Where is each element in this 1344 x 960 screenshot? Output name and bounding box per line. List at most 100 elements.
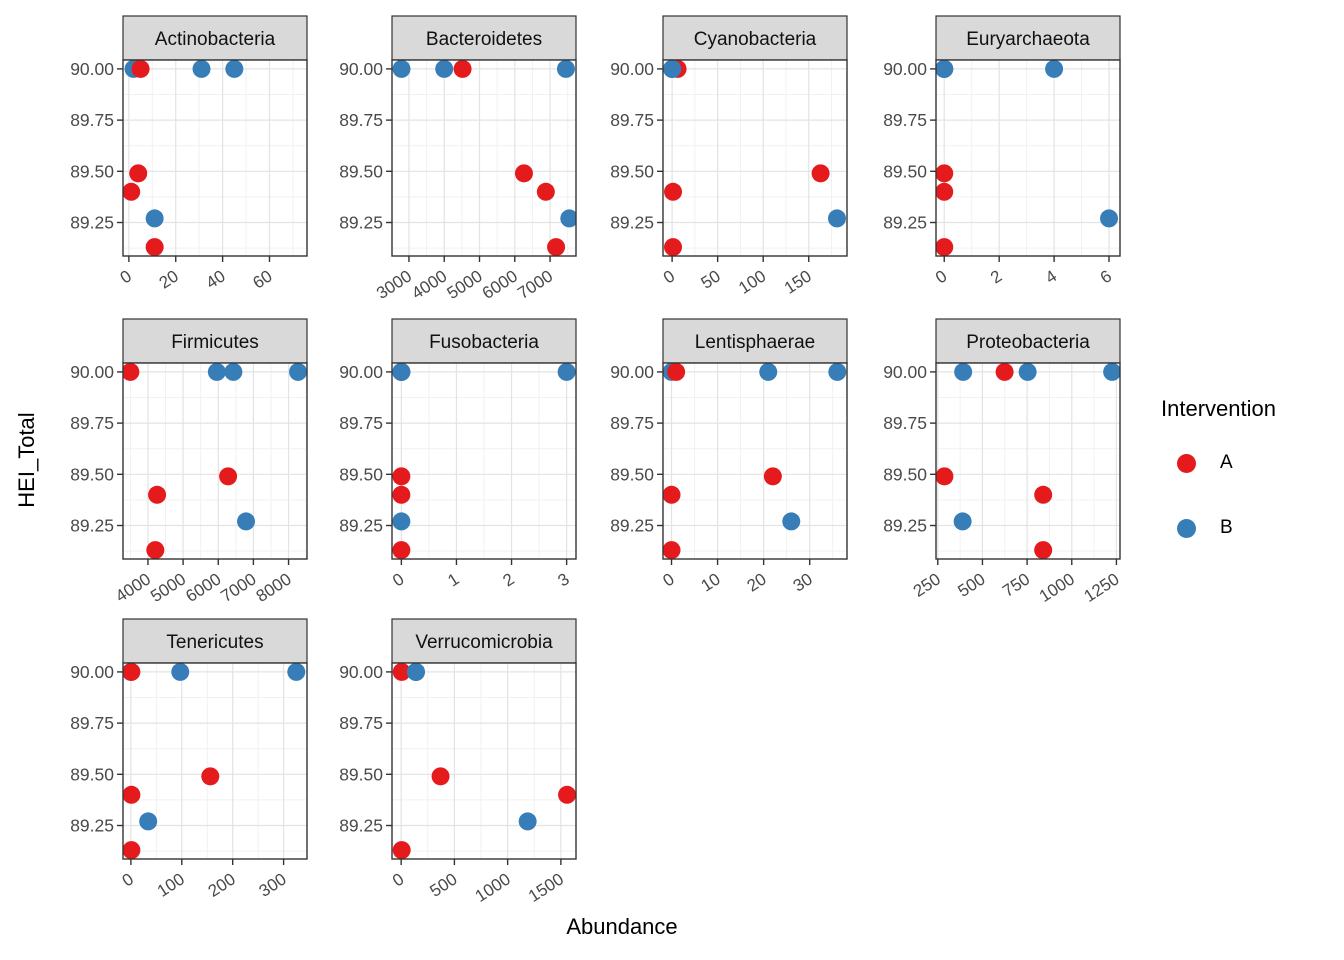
x-tick-label: 0 [119,869,137,890]
y-tick-label: 89.75 [339,110,383,130]
y-tick-label: 89.50 [883,464,927,484]
x-tick-label: 4 [1042,266,1060,287]
data-point-b [1045,60,1064,78]
facet-strip [391,15,577,61]
x-tick-label: 6000 [182,569,224,606]
data-point-a [201,767,220,786]
facet-strip [662,318,848,364]
x-tick-label: 2 [987,266,1005,287]
facet-strip [935,15,1121,61]
data-point-b [1100,209,1119,228]
panel-border [662,362,848,560]
data-point-a [145,238,164,256]
x-tick-label: 4000 [112,569,154,606]
y-tick-label: 89.50 [70,464,114,484]
x-tick-label: 1500 [525,869,567,906]
x-tick-label: 6000 [479,266,521,303]
x-tick-label: 3000 [373,266,415,303]
data-point-a [514,164,533,183]
facet-panel [663,363,847,559]
data-point-a [123,182,141,201]
y-tick-label: 90.00 [610,59,654,79]
y-tick-label: 89.25 [610,213,654,233]
data-point-b [828,363,847,381]
data-point-a [131,60,150,78]
facet-panel [936,60,1120,256]
legend-dot-b-icon [1177,518,1196,538]
data-point-b [560,209,576,228]
data-point-a [663,485,681,504]
legend-title: Intervention [1161,396,1276,421]
x-tick-label: 50 [698,266,724,292]
y-tick-label: 90.00 [610,362,654,382]
y-tick-label: 89.50 [339,464,383,484]
x-tick-label: 60 [249,266,275,292]
y-tick-label: 89.75 [339,713,383,733]
y-tick-label: 89.25 [339,816,383,836]
data-point-a [392,663,411,681]
y-tick-label: 89.50 [339,764,383,784]
data-point-b [953,512,972,531]
facet-title: Proteobacteria [966,332,1090,353]
points-group [936,363,1120,559]
points-group [663,60,846,256]
y-tick-label: 89.75 [610,110,654,130]
data-point-a [558,785,576,804]
data-point-a [547,238,566,256]
y-tick-label: 90.00 [70,59,114,79]
y-tick-label: 89.25 [70,213,114,233]
data-point-b [936,60,954,78]
x-tick-label: 1250 [1081,569,1123,606]
y-axis-title: HEI_Total [14,412,39,508]
data-point-a [453,60,472,78]
data-point-b [556,60,575,78]
data-point-a [392,485,411,504]
x-tick-label: 0 [660,266,678,287]
x-tick-label: 0 [932,266,950,287]
points-group [392,363,576,559]
data-point-a [664,182,683,201]
panel-border [391,362,577,560]
y-tick-label: 90.00 [70,362,114,382]
data-point-b [663,60,682,78]
x-tick-label: 3 [555,569,573,590]
x-tick-label: 1 [444,569,462,590]
x-tick-label: 30 [790,569,816,595]
facet-title: Lentisphaerae [695,332,815,353]
x-tick-label: 7000 [514,266,556,303]
x-tick-label: 20 [744,569,770,595]
points-group [663,363,847,559]
facet-title: Cyanobacteria [694,29,817,50]
points-group [123,60,244,256]
legend-item-b: B [1161,509,1276,547]
data-point-a [123,363,140,381]
y-tick-label: 89.75 [70,413,114,433]
data-point-a [936,182,954,201]
x-tick-label: 500 [426,869,460,900]
data-point-a [936,164,954,183]
y-tick-label: 90.00 [339,59,383,79]
facet-tenericutes: Tenericutes 0 100 200 300 90.00 89.75 89.50 89.2… [70,618,308,901]
panel-border [122,362,308,560]
y-tick-label: 89.75 [70,110,114,130]
data-point-b [225,60,244,78]
facet-title: Euryarchaeota [966,29,1090,50]
facet-title: Fusobacteria [429,332,539,353]
facet-panel [392,663,576,859]
y-tick-label: 89.75 [70,713,114,733]
data-point-b [192,60,211,78]
y-tick-label: 89.50 [70,161,114,181]
data-point-a [763,467,782,486]
x-tick-label: 20 [156,266,182,292]
facet-actinobacteria: Actinobacteria 0 20 40 60 90.00 89.75 89.50 89.2… [70,15,308,293]
x-tick-label: 200 [205,869,239,900]
x-tick-label: 500 [954,569,988,600]
data-point-b [392,363,411,381]
data-point-a [431,767,450,786]
facet-proteobacteria: Proteobacteria 250 500 750 1000 1250 90.00 89.7… [883,318,1123,606]
data-point-a [1034,485,1053,504]
data-point-a [146,541,165,559]
y-tick-label: 89.25 [339,516,383,536]
